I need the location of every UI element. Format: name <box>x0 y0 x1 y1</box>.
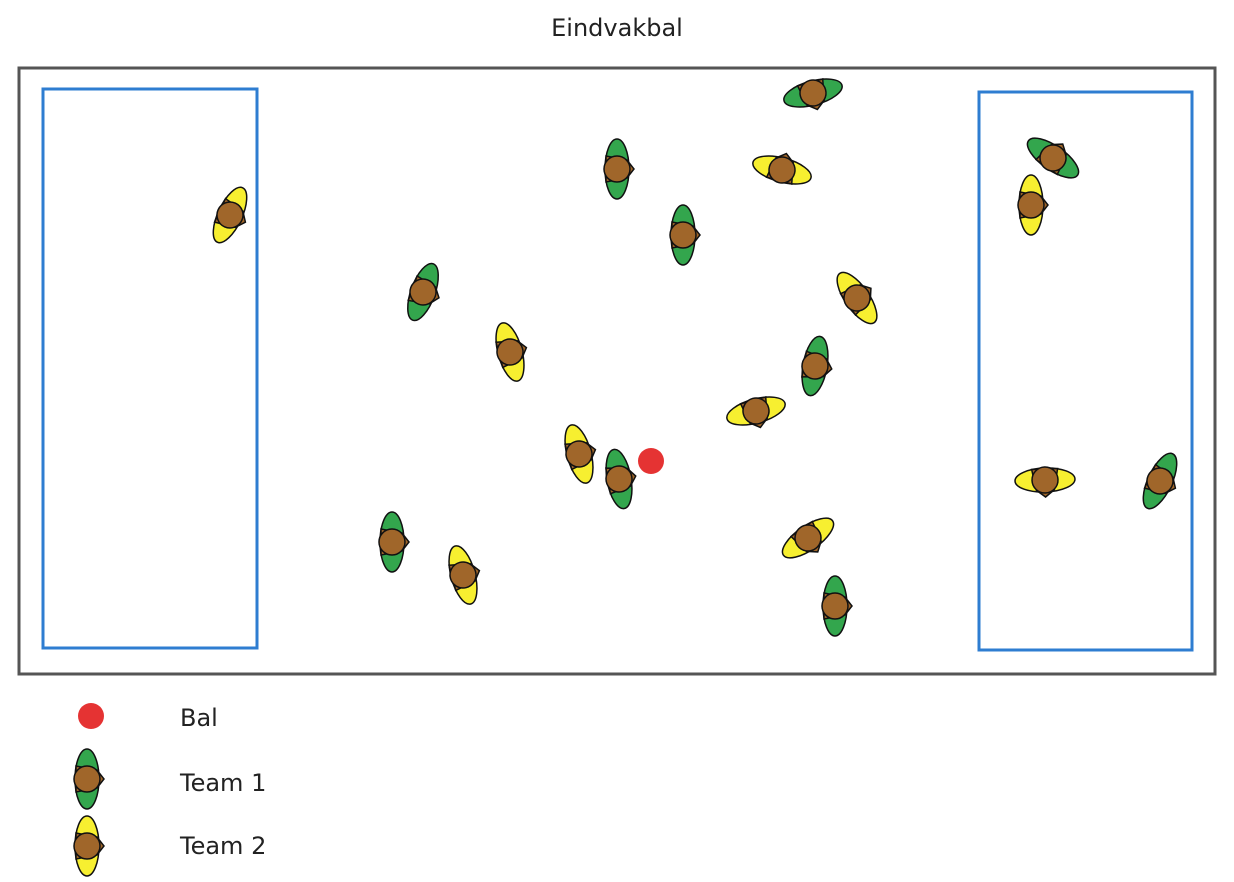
team1-player-9 <box>1026 137 1080 179</box>
team2-player-16 <box>564 424 597 484</box>
team2-player-12 <box>752 152 812 185</box>
end-zone-right <box>977 90 1194 652</box>
team1-player-6 <box>605 448 637 510</box>
team1-player-2 <box>603 138 635 200</box>
team1-player-4 <box>407 262 440 322</box>
ball <box>638 448 664 474</box>
legend-team2-marker <box>73 815 105 877</box>
legend-ball-label: Bal <box>180 704 218 732</box>
team1-player-1 <box>783 78 843 111</box>
legend-team2-icon <box>73 815 105 877</box>
team2-player-13 <box>836 271 878 325</box>
team2-player-14 <box>495 322 528 382</box>
team2-player-17 <box>448 545 481 605</box>
team2-player-18 <box>781 517 835 559</box>
diagram-title: Eindvakbal <box>551 14 683 42</box>
team2-player-19 <box>1017 174 1049 236</box>
team2-player-15 <box>726 396 786 429</box>
team1-player-5 <box>801 335 833 397</box>
team1-player-8 <box>821 575 853 637</box>
legend-ball-icon <box>78 703 104 729</box>
legend-team1-label: Team 1 <box>180 769 267 797</box>
team2-player-20 <box>1014 466 1076 498</box>
legend-team1-marker <box>73 748 105 810</box>
legend-team2-label: Team 2 <box>180 832 267 860</box>
playing-field <box>17 66 1217 676</box>
legend-team1-icon <box>73 748 105 810</box>
team1-player-3 <box>669 204 701 266</box>
team2-player-11 <box>212 186 248 244</box>
team1-player-7 <box>378 511 410 573</box>
team1-player-10 <box>1142 452 1178 510</box>
end-zone-left <box>41 87 259 650</box>
